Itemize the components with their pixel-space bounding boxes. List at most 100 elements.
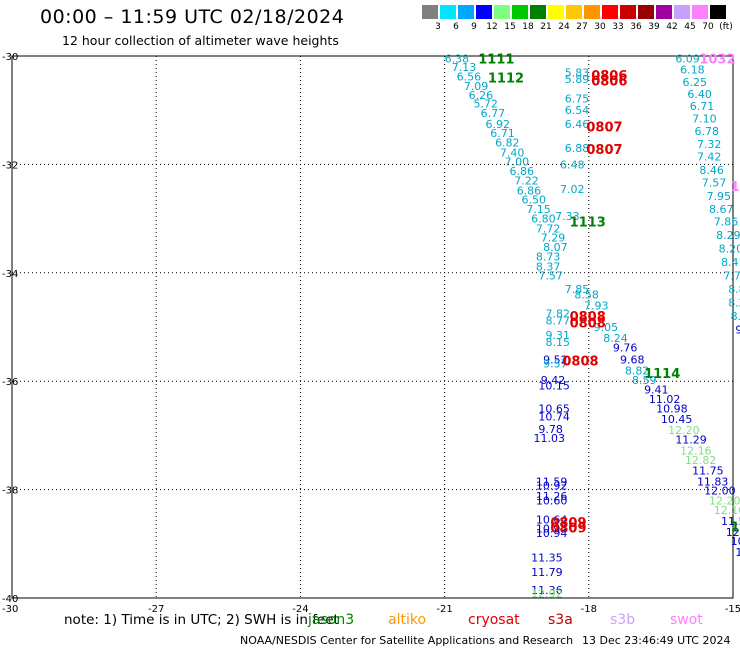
wave-height-value: 6.09: [675, 53, 700, 66]
wave-height-value: 6.18: [680, 64, 705, 77]
wave-height-value: 6.48: [560, 158, 585, 171]
wave-height-value: 6.46: [565, 118, 590, 131]
legend-item-altiko: altiko: [388, 612, 427, 628]
scale-label-1: 6: [453, 22, 459, 32]
wave-height-value: 11.29: [675, 434, 707, 447]
wave-height-value: 8.: [731, 310, 740, 323]
track-time-label: 0808: [570, 317, 606, 332]
wave-height-value: 8.24: [603, 332, 628, 345]
note-text: note: 1) Time is in UTC; 2) SWH is in fe…: [64, 612, 339, 628]
scale-swatch-12: [638, 5, 654, 19]
lat-tick-label: -32: [2, 160, 18, 171]
scale-label-4: 15: [504, 22, 516, 32]
wave-height-value: 7.82: [546, 307, 571, 320]
wave-height-value: 6.25: [683, 76, 708, 89]
wave-height-value: 7.57: [538, 270, 563, 283]
lat-tick-label: -34: [2, 269, 18, 280]
wave-height-value: 6.71: [690, 100, 715, 113]
scale-label-10: 33: [612, 22, 624, 32]
wave-height-value: 9: [735, 324, 740, 337]
wave-height-value: 8.37: [536, 260, 561, 273]
wave-height-value: 6.71: [490, 127, 514, 140]
scale-swatch-9: [584, 5, 600, 19]
wave-height-value: 10.64: [536, 513, 568, 526]
wave-height-value: 8.82: [625, 364, 650, 377]
wave-height-value: 8.8: [728, 283, 740, 296]
scale-swatch-10: [602, 5, 618, 19]
track-time-label: 1032: [699, 53, 735, 68]
track-time-label: 0807: [586, 120, 622, 135]
scale-label-2: 9: [471, 22, 477, 32]
lon-tick-label: -18: [581, 604, 597, 615]
scale-label-7: 24: [558, 22, 570, 32]
scale-label-16: (ft): [719, 22, 733, 32]
track-time-label: 0809: [550, 516, 586, 531]
scale-swatch-11: [620, 5, 636, 19]
wave-height-value: 7.13: [452, 61, 477, 74]
wave-height-value: 10.74: [538, 410, 570, 423]
track-time-label: 0809: [550, 522, 586, 537]
wave-height-value: 12.16: [680, 445, 712, 458]
wave-height-value: 6.77: [481, 107, 506, 120]
page-title: 00:00 – 11:59 UTC 02/18/2024: [40, 6, 345, 28]
wave-height-value: 11.83: [697, 475, 729, 488]
wave-height-value: 9.42: [541, 374, 566, 387]
wave-height-value: 9.41: [644, 383, 669, 396]
wave-height-value: 7.42: [697, 150, 722, 163]
scale-label-14: 45: [684, 22, 696, 32]
wave-height-value: 12.20: [668, 424, 700, 437]
wave-height-value: 8.29: [716, 229, 740, 242]
scale-swatch-8: [566, 5, 582, 19]
wave-height-value: 6.78: [695, 125, 720, 138]
wave-height-value: 12.00: [704, 485, 736, 498]
wave-height-value: 7.32: [697, 138, 722, 151]
scale-swatch-3: [476, 5, 492, 19]
lat-tick-label: -30: [2, 52, 18, 63]
wave-height-value: 7.00: [505, 156, 530, 169]
scale-swatch-1: [440, 5, 456, 19]
wave-height-value: 10.94: [536, 527, 568, 540]
wave-height-value: 6.75: [565, 92, 590, 105]
wave-height-value: 9.68: [620, 354, 645, 367]
wave-height-value: 8.20: [719, 242, 740, 255]
wave-height-value: 12.92: [531, 588, 563, 601]
track-time-label: 0807: [586, 143, 622, 158]
wave-height-value: 10.77: [731, 535, 740, 548]
map-frame: [11, 55, 734, 599]
wave-height-value: 6.38: [445, 53, 470, 66]
track-time-label: 0808: [562, 355, 598, 370]
scale-swatch-5: [512, 5, 528, 19]
wave-height-value: 6.40: [687, 88, 712, 101]
scale-swatch-15: [692, 5, 708, 19]
wave-height-value: 6.56: [457, 71, 482, 84]
scale-swatch-6: [530, 5, 546, 19]
lat-tick-label: -38: [2, 486, 18, 497]
lon-tick-label: -15: [725, 604, 740, 615]
lat-tick-label: -40: [2, 594, 18, 605]
wave-height-value: 11.02: [649, 393, 681, 406]
wave-height-value: 9.76: [613, 342, 638, 355]
wave-height-value: 7.29: [541, 232, 566, 245]
scale-swatch-4: [494, 5, 510, 19]
scale-label-15: 70: [702, 22, 714, 32]
scale-label-13: 42: [666, 22, 678, 32]
wave-height-value: 6.92: [485, 118, 510, 131]
wave-height-value: 8.59: [632, 374, 657, 387]
wave-height-value: 9.57: [543, 357, 568, 370]
wave-height-value: 8.58: [574, 288, 599, 301]
scale-label-12: 39: [648, 22, 660, 32]
scale-swatch-16: [710, 5, 726, 19]
wave-height-value: 10.71: [735, 546, 740, 559]
wave-height-value: 10.94: [536, 523, 568, 536]
wave-height-value: 9.78: [538, 423, 563, 436]
scale-label-0: 3: [435, 22, 441, 32]
wave-height-value: 7.33: [555, 210, 580, 223]
lon-tick-label: -24: [292, 604, 308, 615]
wave-height-value: 11.79: [531, 566, 563, 579]
wave-height-value: 7.74: [723, 270, 740, 283]
wave-height-value: 11.75: [692, 465, 724, 478]
lat-tick-label: -36: [2, 377, 18, 388]
scale-label-3: 12: [486, 22, 498, 32]
wave-height-value: 11.36: [531, 584, 563, 597]
